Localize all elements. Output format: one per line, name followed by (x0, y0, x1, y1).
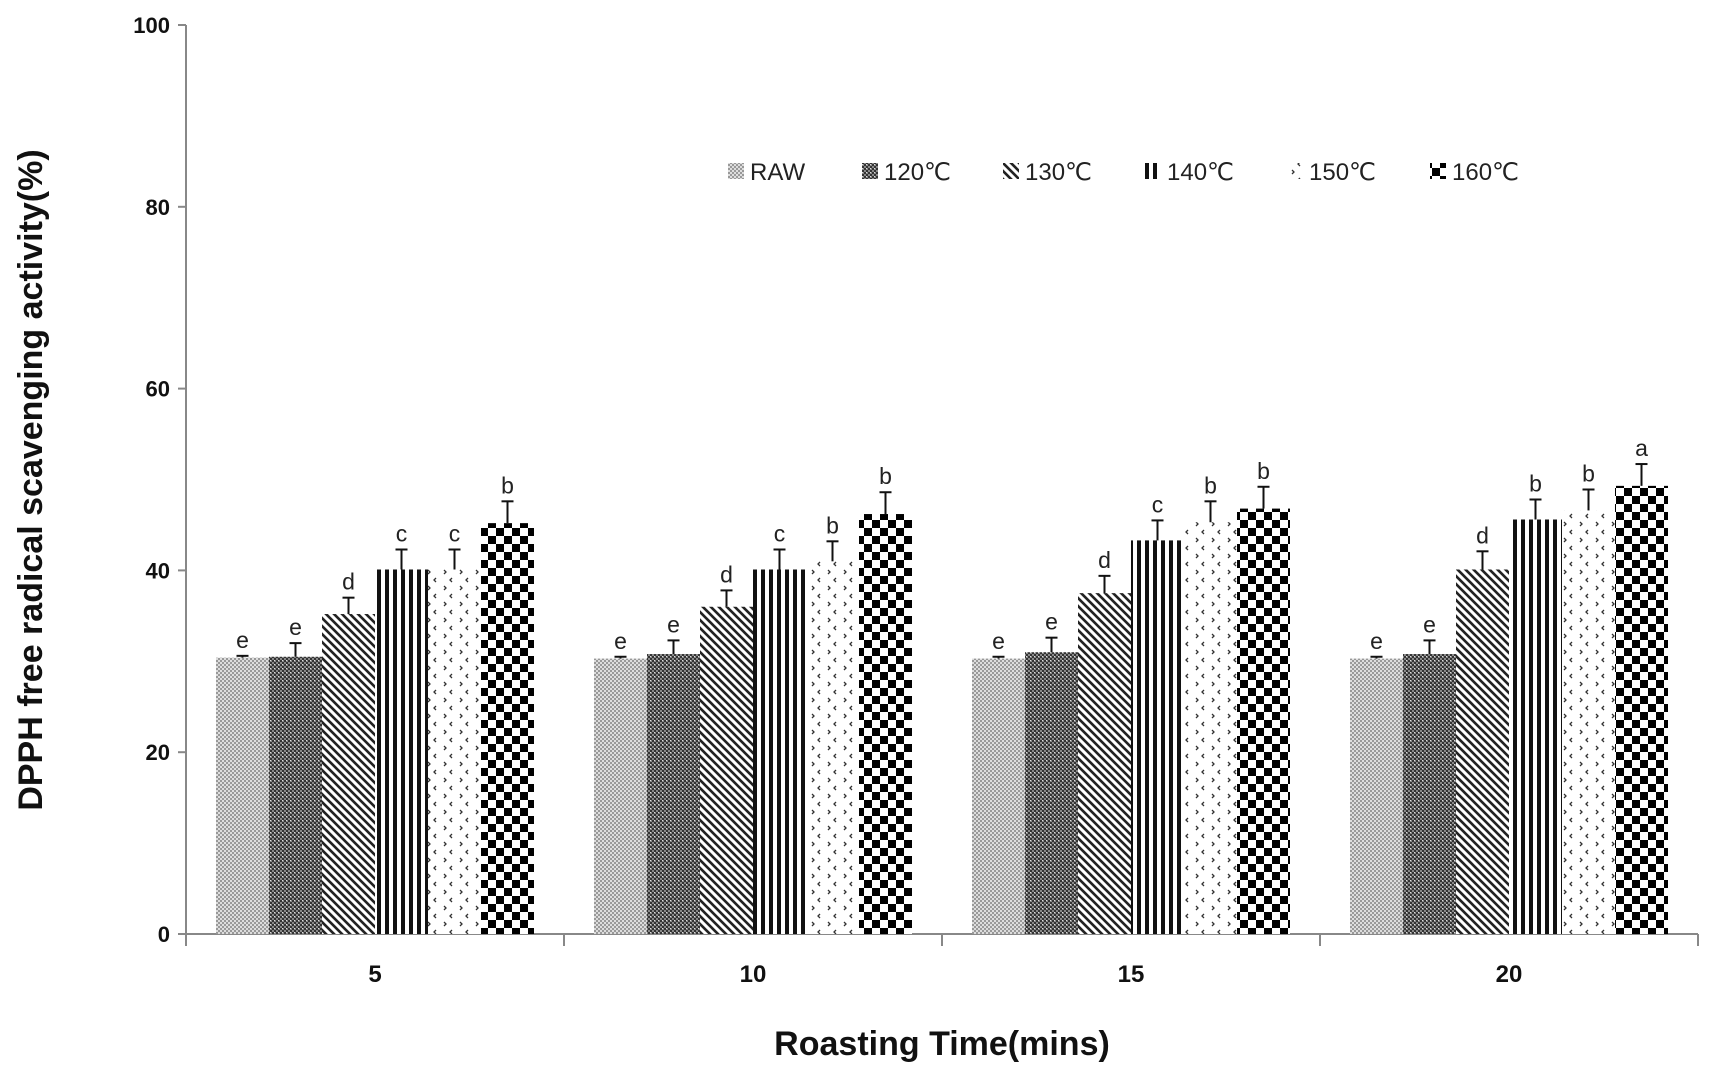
legend-swatch (728, 163, 744, 179)
bar (806, 561, 859, 934)
y-tick-label: 40 (146, 558, 170, 583)
significance-letter: d (1098, 547, 1111, 573)
bar (322, 614, 375, 934)
bar (1456, 569, 1509, 934)
y-axis-title: DPPH free radical scavenging activity(%) (12, 149, 50, 810)
significance-letter: d (720, 561, 733, 587)
x-tick-label: 20 (1496, 961, 1523, 988)
significance-letter: b (501, 472, 514, 498)
bar (1350, 658, 1403, 934)
legend-swatch (862, 163, 878, 179)
y-tick-label: 20 (146, 740, 170, 765)
bar (1403, 654, 1456, 934)
significance-letter: b (1204, 472, 1217, 498)
bar (1509, 519, 1562, 934)
legend: RAW 120℃ 130℃ 140℃ 150℃ 160℃ (728, 159, 1519, 186)
bar (753, 569, 806, 934)
bar (1078, 593, 1131, 934)
bar (1562, 510, 1615, 934)
y-tick-label: 0 (158, 922, 170, 947)
bar (594, 658, 647, 934)
significance-letter: e (236, 627, 249, 653)
bar (1131, 540, 1184, 934)
significance-letter: e (667, 611, 680, 637)
significance-letter: b (879, 463, 892, 489)
significance-letter: e (1423, 611, 1436, 637)
bar (216, 657, 269, 934)
bar (269, 656, 322, 934)
significance-letter: d (1476, 522, 1489, 548)
y-tick-label: 80 (146, 195, 170, 220)
significance-letter: b (1582, 460, 1595, 486)
significance-letter: c (449, 520, 461, 546)
bar (859, 514, 912, 934)
bars: e e d c c b e e d c b b e e d c b b e e d b b a (216, 435, 1668, 934)
bar (700, 606, 753, 934)
legend-swatch (1003, 163, 1019, 179)
legend-label: 120℃ (884, 159, 951, 186)
y-tick-label: 100 (133, 13, 170, 38)
significance-letter: b (1257, 458, 1270, 484)
bar (481, 523, 534, 934)
x-tick-label: 10 (740, 961, 767, 988)
significance-letter: e (1045, 609, 1058, 635)
y-tick-label: 60 (146, 377, 170, 402)
legend-swatch (1145, 163, 1161, 179)
significance-letter: e (992, 628, 1005, 654)
legend-swatch (1287, 163, 1303, 179)
x-tick-label: 15 (1118, 961, 1145, 988)
x-tick-label: 5 (368, 961, 381, 988)
bar (647, 654, 700, 934)
x-axis-title: Roasting Time(mins) (774, 1025, 1110, 1063)
significance-letter: b (826, 512, 839, 538)
significance-letter: c (1152, 491, 1164, 517)
bar (1025, 652, 1078, 934)
significance-letter: e (1370, 628, 1383, 654)
bar (972, 658, 1025, 934)
significance-letter: c (396, 520, 408, 546)
legend-label: 150℃ (1309, 159, 1376, 186)
legend-label: 160℃ (1452, 159, 1519, 186)
bar (375, 569, 428, 934)
legend-swatch (1430, 163, 1446, 179)
significance-letter: a (1635, 435, 1648, 461)
legend-label: 130℃ (1025, 159, 1092, 186)
bar (1237, 508, 1290, 934)
significance-letter: b (1529, 470, 1542, 496)
significance-letter: c (774, 520, 786, 546)
significance-letter: e (289, 614, 302, 640)
legend-label: RAW (750, 159, 805, 186)
significance-letter: e (614, 628, 627, 654)
bar (1615, 485, 1668, 934)
bar (428, 569, 481, 934)
significance-letter: d (342, 569, 355, 595)
bar (1184, 522, 1237, 934)
legend-label: 140℃ (1167, 159, 1234, 186)
